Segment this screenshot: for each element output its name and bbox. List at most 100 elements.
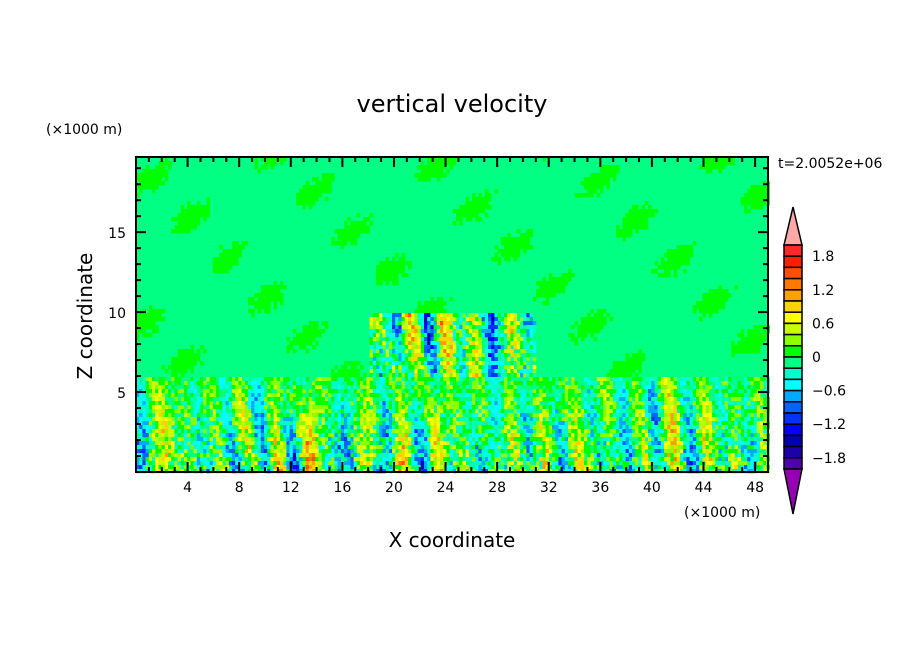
field-cell	[574, 445, 578, 450]
field-cell	[392, 441, 396, 446]
field-cell	[436, 441, 441, 446]
field-cell	[542, 157, 546, 162]
field-cell	[430, 297, 434, 302]
field-cell	[478, 393, 482, 398]
field-cell	[228, 389, 233, 394]
field-cell	[417, 437, 422, 442]
field-cell	[347, 361, 351, 366]
field-cell	[708, 405, 713, 410]
field-cell	[622, 433, 626, 438]
field-cell	[641, 353, 646, 358]
field-cell	[184, 381, 188, 386]
field-cell	[465, 317, 470, 322]
field-cell	[737, 401, 742, 406]
field-cell	[385, 433, 390, 438]
field-cell	[401, 369, 406, 374]
field-cell	[372, 417, 377, 422]
field-cell	[424, 333, 428, 338]
field-cell	[440, 385, 444, 390]
field-cell	[347, 217, 351, 222]
field-cell	[587, 381, 591, 386]
field-cell	[680, 409, 684, 414]
field-cell	[500, 321, 505, 326]
field-cell	[718, 289, 722, 294]
field-cell	[328, 181, 332, 186]
field-cell	[209, 429, 214, 434]
field-cell	[539, 417, 543, 422]
field-cell	[177, 425, 182, 430]
field-cell	[385, 361, 390, 366]
field-cell	[148, 185, 153, 190]
field-cell	[612, 169, 617, 174]
field-cell	[475, 217, 479, 222]
field-cell	[401, 425, 406, 430]
field-cell	[241, 401, 246, 406]
field-cell	[392, 261, 396, 266]
field-cell	[280, 157, 284, 162]
field-cell	[164, 425, 169, 430]
field-cell	[456, 397, 460, 402]
field-cell	[756, 349, 761, 354]
field-cell	[187, 437, 191, 442]
field-cell	[328, 389, 332, 394]
field-cell	[491, 321, 495, 326]
field-cell	[430, 425, 434, 430]
field-cell	[504, 377, 508, 382]
field-cell	[571, 425, 575, 430]
field-cell	[139, 445, 143, 450]
field-cell	[257, 377, 262, 382]
field-cell	[299, 393, 303, 398]
field-cell	[478, 417, 482, 422]
field-cell	[280, 437, 284, 442]
field-cell	[241, 429, 246, 434]
field-cell	[148, 385, 153, 390]
field-cell	[558, 409, 562, 414]
field-cell	[196, 381, 201, 386]
field-cell	[203, 449, 207, 454]
field-cell	[152, 401, 156, 406]
field-cell	[680, 441, 684, 446]
field-cell	[152, 417, 156, 422]
field-cell	[513, 357, 518, 362]
field-cell	[520, 233, 524, 238]
field-cell	[152, 329, 156, 334]
field-cell	[436, 413, 441, 418]
field-cell	[436, 445, 441, 450]
field-cell	[344, 413, 348, 418]
field-cell	[747, 445, 751, 450]
field-cell	[395, 333, 399, 338]
field-cell	[177, 437, 182, 442]
field-cell	[680, 425, 684, 430]
field-cell	[638, 401, 642, 406]
field-cell	[590, 417, 594, 422]
field-cell	[222, 401, 226, 406]
field-cell	[660, 425, 665, 430]
field-cell	[340, 441, 345, 446]
field-cell	[718, 169, 722, 174]
field-cell	[340, 405, 345, 410]
field-cell	[145, 333, 150, 338]
field-cell	[724, 421, 729, 426]
field-cell	[612, 385, 617, 390]
field-cell	[334, 393, 338, 398]
field-cell	[363, 221, 367, 226]
field-cell	[673, 397, 678, 402]
field-cell	[760, 421, 764, 426]
field-cell	[600, 309, 604, 314]
field-cell	[372, 337, 377, 342]
field-cell	[254, 161, 258, 166]
field-cell	[625, 441, 630, 446]
field-cell	[737, 349, 742, 354]
field-cell	[168, 389, 172, 394]
field-cell	[404, 437, 409, 442]
field-cell	[660, 261, 665, 266]
field-cell	[587, 313, 591, 318]
field-cell	[513, 409, 518, 414]
field-cell	[702, 409, 706, 414]
field-cell	[196, 441, 201, 446]
field-cell	[395, 321, 399, 326]
field-cell	[382, 433, 386, 438]
field-cell	[193, 209, 198, 214]
field-cell	[641, 389, 646, 394]
field-cell	[702, 293, 706, 298]
